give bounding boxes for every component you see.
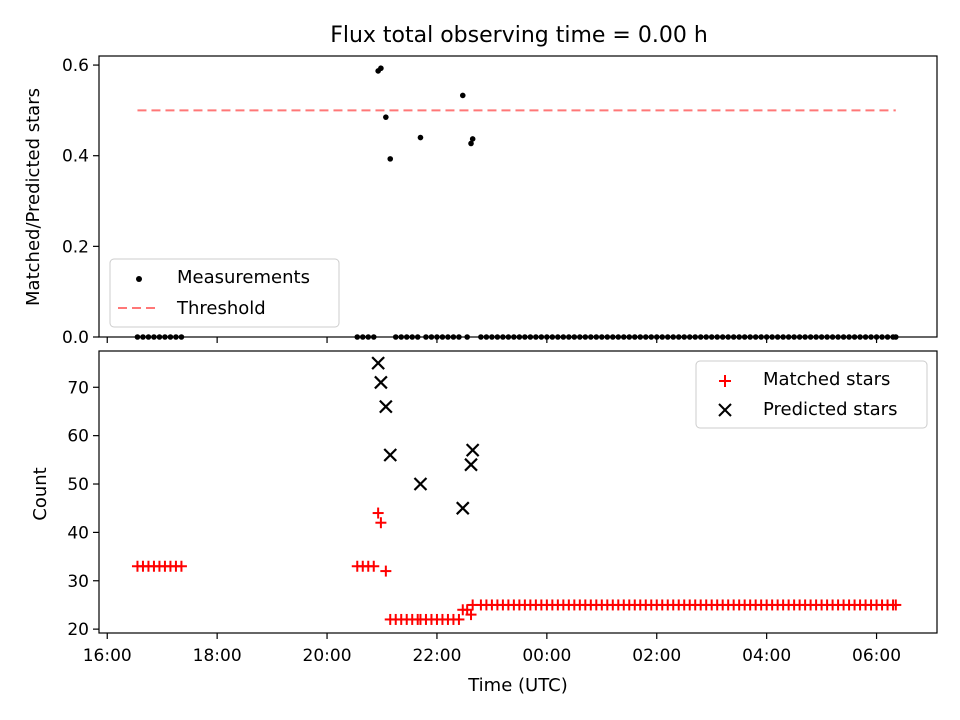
predicted-stars-point — [464, 457, 478, 472]
matched-stars-point — [453, 613, 465, 625]
legend-measurements-label: Measurements — [177, 267, 310, 288]
matched-stars-point — [890, 599, 902, 611]
x-tick-label: 06:00 — [852, 646, 901, 666]
matched-stars-point — [372, 507, 384, 519]
predicted-stars-point — [455, 501, 470, 515]
x-tick-label: 04:00 — [742, 646, 791, 666]
bottom-x-ticks: 16:00 18:00 20:00 22:00 00:00 02:00 04:00 06:00 — [83, 633, 901, 666]
bottom-y-ticks: 20 30 40 50 60 70 — [67, 378, 99, 640]
legend-matched-swatch — [719, 375, 731, 387]
bottom-legend-box — [695, 360, 928, 429]
predicted-stars-point — [383, 448, 398, 462]
bottom-x-axis-label: Time (UTC) — [467, 675, 568, 696]
legend-predicted-swatch — [718, 403, 732, 417]
x-tick-label: 16:00 — [83, 646, 132, 666]
legend-predicted-label: Predicted stars — [763, 399, 897, 420]
top-y-tick-label: 0.4 — [62, 147, 89, 167]
bottom-y-tick-label: 30 — [67, 572, 89, 592]
measurement-point — [387, 156, 394, 162]
matched-stars-point — [380, 565, 392, 577]
x-tick-label: 00:00 — [522, 646, 571, 666]
top-y-tick-label: 0.2 — [62, 237, 89, 257]
predicted-stars-point — [465, 443, 480, 457]
measurement-point — [378, 65, 384, 72]
matched-stars-point — [368, 560, 380, 572]
predicted-stars-point — [371, 356, 385, 370]
x-tick-label: 20:00 — [303, 646, 352, 666]
measurement-point — [468, 140, 474, 147]
top-legend-box — [109, 258, 340, 328]
measurement-point — [469, 136, 476, 142]
top-panel: 0.0 0.2 0.4 0.6 Matched/Predicted stars Mea… — [23, 55, 938, 348]
legend-threshold-label: Threshold — [176, 298, 266, 319]
measurement-point — [459, 92, 466, 99]
measurement-point — [417, 134, 424, 141]
x-tick-label: 18:00 — [193, 646, 242, 666]
bottom-frame — [98, 350, 938, 634]
x-tick-label: 02:00 — [632, 646, 681, 666]
top-legend: Measurements Threshold — [109, 258, 340, 328]
predicted-stars-point — [374, 375, 388, 390]
matched-stars-point — [175, 560, 187, 572]
bottom-y-axis-label: Count — [30, 467, 51, 520]
bottom-y-tick-label: 50 — [67, 475, 89, 495]
top-x-ticks — [106, 337, 878, 343]
top-frame — [98, 55, 938, 338]
measurement-point — [383, 114, 389, 120]
top-y-ticks: 0.0 0.2 0.4 0.6 — [62, 56, 99, 348]
bottom-panel: 20 30 40 50 60 70 16:00 18:00 20:00 22:00 00:00 02… — [30, 350, 938, 696]
predicted-stars-point — [413, 477, 428, 491]
top-y-axis-label: Matched/Predicted stars — [23, 88, 44, 306]
matched-stars-point — [375, 517, 387, 529]
legend-measurements-swatch — [136, 276, 142, 282]
x-tick-label: 22:00 — [412, 646, 461, 666]
bottom-y-tick-label: 40 — [67, 523, 89, 543]
predicted-stars-point — [379, 399, 393, 414]
bottom-marks — [131, 356, 902, 625]
bottom-y-tick-label: 70 — [67, 378, 89, 398]
top-y-tick-label: 0.0 — [62, 328, 89, 348]
matched-stars-point — [465, 609, 477, 621]
bottom-legend: Matched stars Predicted stars — [695, 360, 928, 429]
bottom-y-tick-label: 20 — [67, 620, 89, 640]
bottom-y-tick-label: 60 — [67, 427, 89, 447]
top-y-tick-label: 0.6 — [62, 56, 89, 76]
legend-matched-label: Matched stars — [763, 369, 890, 390]
figure-title: Flux total observing time = 0.00 h — [330, 23, 708, 48]
